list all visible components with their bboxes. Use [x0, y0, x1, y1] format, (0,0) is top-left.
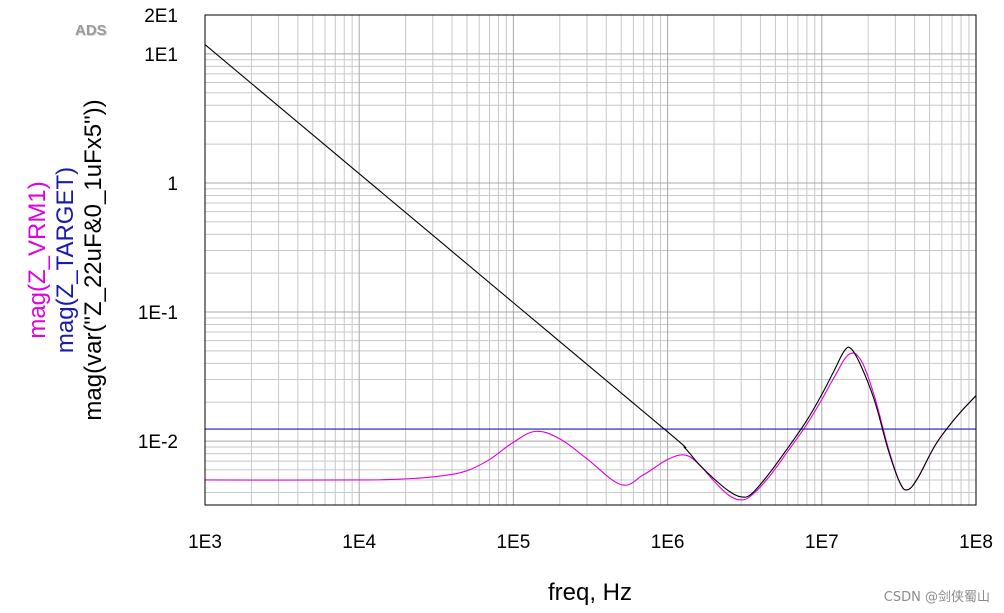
series-layer [204, 44, 977, 501]
x-tick-label: 1E4 [342, 532, 376, 553]
y-tick-label: 1E-1 [138, 303, 178, 324]
y-series-label-3: mag(var("Z_22uF&0_1uFx5")) [80, 99, 107, 420]
x-tick-label: 1E3 [188, 532, 222, 553]
x-tick-label: 1E7 [805, 532, 839, 553]
grid-major [204, 15, 976, 505]
y-tick-label: 1E-2 [138, 432, 178, 453]
y-tick-label: 1 [167, 174, 178, 195]
plot-frame [204, 14, 977, 506]
x-tick-label: 1E8 [959, 532, 993, 553]
y-tick-label: 2E1 [144, 6, 178, 27]
x-tick-label: 1E5 [496, 532, 530, 553]
grid-minor [205, 14, 976, 505]
x-tick-labels: 1E3 1E4 1E5 1E6 1E7 1E8 [188, 532, 993, 553]
ads-brand-label: ADS [75, 22, 107, 39]
series-line-1 [204, 352, 977, 501]
y-axis-series-labels: mag(Z_VRM1) mag(Z_TARGET) mag(var("Z_22uF&… [24, 99, 107, 420]
x-axis-label: freq, Hz [548, 579, 632, 606]
x-tick-label: 1E6 [651, 532, 685, 553]
y-series-label-1: mag(Z_VRM1) [24, 181, 51, 338]
y-tick-labels: 1E-2 1E-1 1 1E1 2E1 [138, 6, 178, 453]
series-line-3 [204, 44, 977, 498]
y-tick-label: 1E1 [144, 45, 178, 66]
watermark: CSDN @剑侠蜀山 [883, 590, 990, 605]
y-series-label-2: mag(Z_TARGET) [52, 167, 79, 353]
